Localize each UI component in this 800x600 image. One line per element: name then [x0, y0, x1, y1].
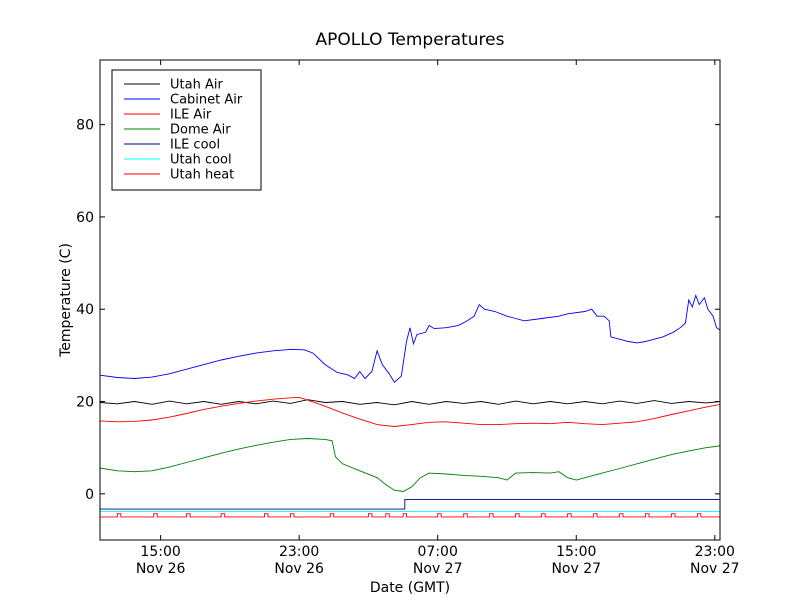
x-tick-label-time: 15:00: [140, 544, 180, 560]
x-tick-label-date: Nov 26: [136, 561, 186, 577]
y-tick-label: 0: [85, 487, 94, 503]
y-tick-label: 40: [76, 302, 94, 318]
y-tick-label: 60: [76, 210, 94, 226]
legend-label-dome-air: Dome Air: [170, 123, 231, 138]
plot-frame: [99, 59, 721, 541]
y-tick-label: 80: [76, 118, 94, 134]
legend-label-ile-cool: ILE cool: [170, 138, 220, 153]
x-tick-label-time: 23:00: [279, 544, 319, 560]
series-line-dome-air: [100, 438, 720, 492]
x-tick-label-date: Nov 26: [274, 561, 324, 577]
series-layer: [100, 293, 720, 518]
x-tick-label-time: 07:00: [418, 544, 458, 560]
legend-label-utah-heat: Utah heat: [170, 168, 234, 183]
x-axis-label: Date (GMT): [370, 580, 450, 596]
series-line-cabinet-air: [100, 293, 720, 383]
legend-frame: [111, 69, 262, 191]
x-tick-label-time: 23:00: [695, 544, 735, 560]
x-tick-label-date: Nov 27: [551, 561, 601, 577]
legend-label-ile-air: ILE Air: [170, 108, 212, 123]
x-tick-label-date: Nov 27: [413, 561, 463, 577]
legend-label-cabinet-air: Cabinet Air: [170, 93, 243, 108]
series-line-ile-air: [100, 396, 720, 427]
y-tick-label: 20: [76, 395, 94, 411]
series-line-utah-air: [100, 399, 720, 406]
series-line-utah-heat: [100, 513, 720, 518]
chart-title: APOLLO Temperatures: [316, 30, 505, 50]
y-axis-label: Temperature (C): [58, 243, 74, 358]
legend-label-utah-cool: Utah cool: [170, 153, 232, 168]
legend-label-utah-air: Utah Air: [170, 78, 223, 93]
x-tick-label-time: 15:00: [556, 544, 596, 560]
series-line-ile-cool: [100, 498, 720, 510]
x-tick-label-date: Nov 27: [690, 561, 740, 577]
